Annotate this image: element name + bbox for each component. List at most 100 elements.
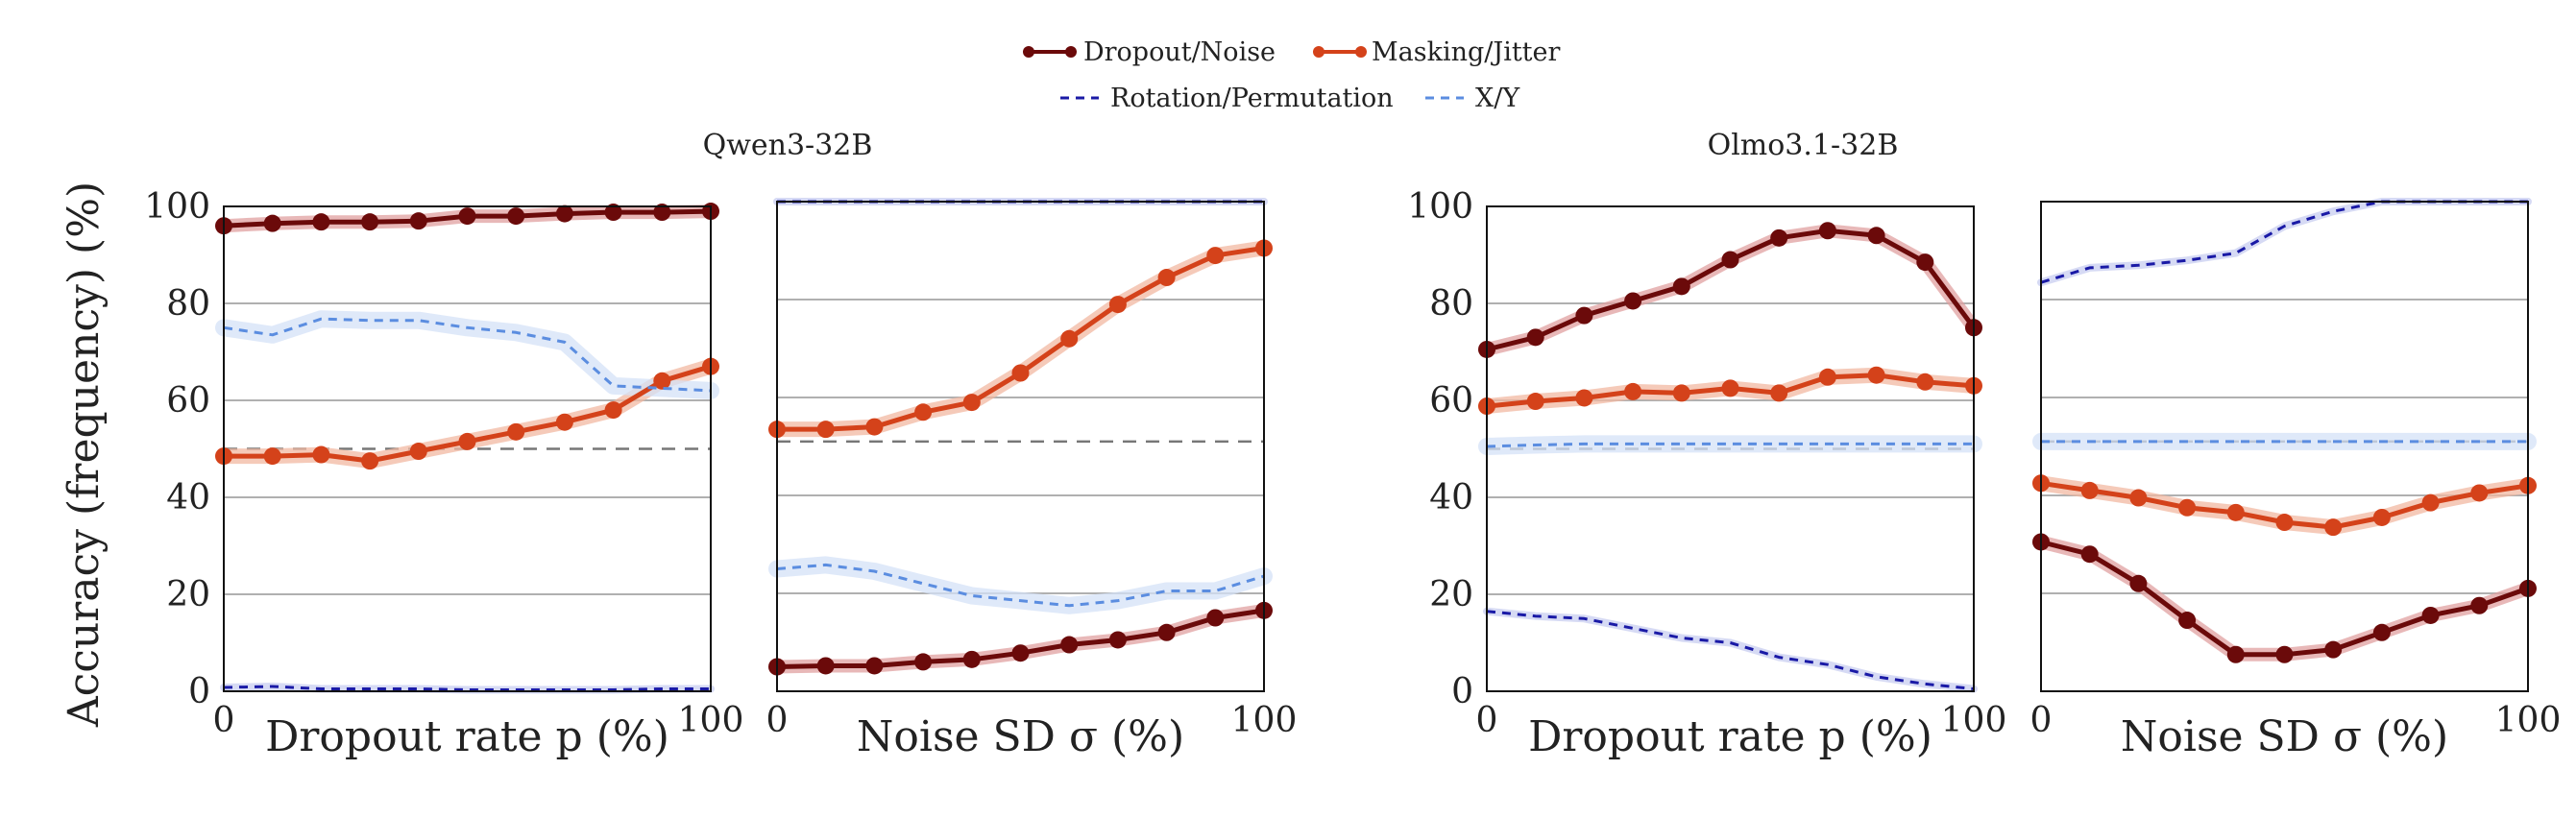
data-point-masking-jitter	[361, 452, 379, 470]
y-tick-label: 20	[166, 575, 210, 614]
data-point-dropout-noise	[604, 204, 622, 222]
data-point-masking-jitter	[1916, 373, 1934, 391]
data-point-masking-jitter	[865, 418, 884, 436]
confidence-band-dropout-noise	[2034, 535, 2535, 662]
series-line-dropout-noise	[2040, 540, 2529, 658]
data-point-dropout-noise	[1818, 222, 1836, 240]
y-axis-label: Accuracy (frequency) (%)	[60, 181, 109, 728]
data-point-dropout-noise	[2275, 645, 2294, 663]
data-point-masking-jitter	[2421, 493, 2440, 512]
data-point-dropout-noise	[1867, 227, 1885, 245]
legend-label-rotation-permutation: Rotation/Permutation	[1110, 84, 1394, 113]
x-tick-label: 0	[1476, 701, 1498, 740]
y-tick-label: 60	[1429, 381, 1473, 421]
data-point-dropout-noise	[2080, 545, 2099, 564]
x-tick-label: 0	[213, 701, 235, 740]
data-point-masking-jitter	[1108, 296, 1127, 314]
data-point-masking-jitter	[2178, 498, 2197, 517]
data-point-dropout-noise	[1108, 631, 1127, 649]
data-point-dropout-noise	[865, 657, 884, 675]
x-tick-label: 0	[766, 701, 789, 740]
data-point-dropout-noise	[2421, 606, 2440, 624]
data-point-dropout-noise	[458, 207, 476, 226]
data-point-masking-jitter	[2226, 503, 2245, 521]
data-point-dropout-noise	[1060, 636, 1079, 654]
y-tick-label: 40	[1429, 478, 1473, 517]
x-tick-label: 100	[2495, 701, 2562, 740]
confidence-band-x-y	[1478, 435, 1982, 455]
x-tick-label: 0	[2030, 701, 2053, 740]
data-point-dropout-noise	[1206, 609, 1225, 627]
data-point-masking-jitter	[653, 372, 671, 390]
legend-entry-masking-jitter: Masking/Jitter	[1313, 37, 1561, 67]
data-point-masking-jitter	[816, 421, 835, 439]
data-point-dropout-noise	[2178, 612, 2197, 630]
y-tick-label: 60	[166, 381, 210, 421]
data-point-masking-jitter	[312, 445, 330, 464]
y-tick-label: 80	[1429, 284, 1473, 324]
confidence-band-masking-jitter	[769, 240, 1272, 438]
data-point-masking-jitter	[2129, 489, 2148, 507]
data-point-dropout-noise	[2470, 596, 2489, 614]
series-line-rotation-permutation	[223, 685, 711, 691]
axes-frame	[1486, 205, 1975, 692]
data-point-masking-jitter	[1672, 384, 1690, 402]
data-point-masking-jitter	[1060, 329, 1079, 348]
data-point-masking-jitter	[1575, 389, 1593, 407]
data-point-dropout-noise	[914, 653, 933, 671]
data-point-dropout-noise	[1526, 328, 1544, 347]
data-point-masking-jitter	[914, 403, 933, 421]
data-point-dropout-noise	[2226, 645, 2245, 663]
data-point-dropout-noise	[1770, 229, 1788, 247]
y-tick-label: 20	[1429, 575, 1473, 614]
data-point-dropout-noise	[1624, 292, 1642, 310]
data-point-dropout-noise	[1157, 623, 1176, 641]
data-point-masking-jitter	[1818, 368, 1836, 386]
data-point-dropout-noise	[361, 213, 379, 231]
data-point-masking-jitter	[1867, 366, 1885, 384]
legend: Dropout/Noise Masking/Jitter Rotation/Pe…	[1023, 37, 1561, 113]
legend-label-dropout-noise: Dropout/Noise	[1083, 37, 1276, 67]
data-point-masking-jitter	[2324, 518, 2343, 537]
data-point-dropout-noise	[2324, 640, 2343, 659]
data-point-masking-jitter	[1770, 384, 1788, 402]
data-point-dropout-noise	[1721, 251, 1739, 269]
legend-marker-dropout-noise	[1065, 46, 1077, 58]
data-point-masking-jitter	[1011, 364, 1030, 382]
confidence-band-rotation-permutation	[220, 683, 715, 694]
legend-marker-masking-jitter	[1313, 46, 1324, 58]
data-point-masking-jitter	[1157, 269, 1176, 287]
data-point-dropout-noise	[962, 650, 981, 668]
series-line-x-y	[223, 317, 712, 393]
confidence-band-rotation-permutation	[1483, 607, 1978, 693]
series-line-x-y	[1486, 442, 1974, 448]
legend-label-x-y: X/Y	[1475, 84, 1520, 113]
data-point-dropout-noise	[263, 214, 281, 232]
data-point-masking-jitter	[962, 394, 981, 412]
data-point-dropout-noise	[555, 204, 573, 223]
series-line-x-y	[776, 563, 1265, 608]
x-axis-label: Noise SD σ (%)	[2121, 712, 2448, 761]
axes-frame	[2040, 201, 2529, 692]
data-point-dropout-noise	[1011, 644, 1030, 662]
y-tick-label: 100	[1407, 187, 1473, 227]
y-tick-label: 0	[188, 672, 210, 711]
legend-entry-dropout-noise: Dropout/Noise	[1023, 37, 1276, 67]
data-point-masking-jitter	[458, 432, 476, 450]
data-point-masking-jitter	[409, 443, 427, 461]
legend-entry-rotation-permutation: Rotation/Permutation	[1060, 84, 1394, 113]
data-point-masking-jitter	[2470, 484, 2489, 502]
data-point-masking-jitter	[604, 401, 622, 420]
series-line-rotation-permutation	[1486, 610, 1975, 690]
data-point-dropout-noise	[507, 207, 525, 226]
data-point-dropout-noise	[653, 204, 671, 222]
data-point-masking-jitter	[1721, 379, 1739, 397]
data-point-dropout-noise	[1672, 277, 1690, 296]
x-tick-label: 100	[678, 701, 744, 740]
axes-frame	[776, 201, 1265, 692]
data-point-dropout-noise	[2372, 623, 2391, 641]
x-tick-label: 100	[1231, 701, 1298, 740]
data-point-masking-jitter	[263, 447, 281, 466]
